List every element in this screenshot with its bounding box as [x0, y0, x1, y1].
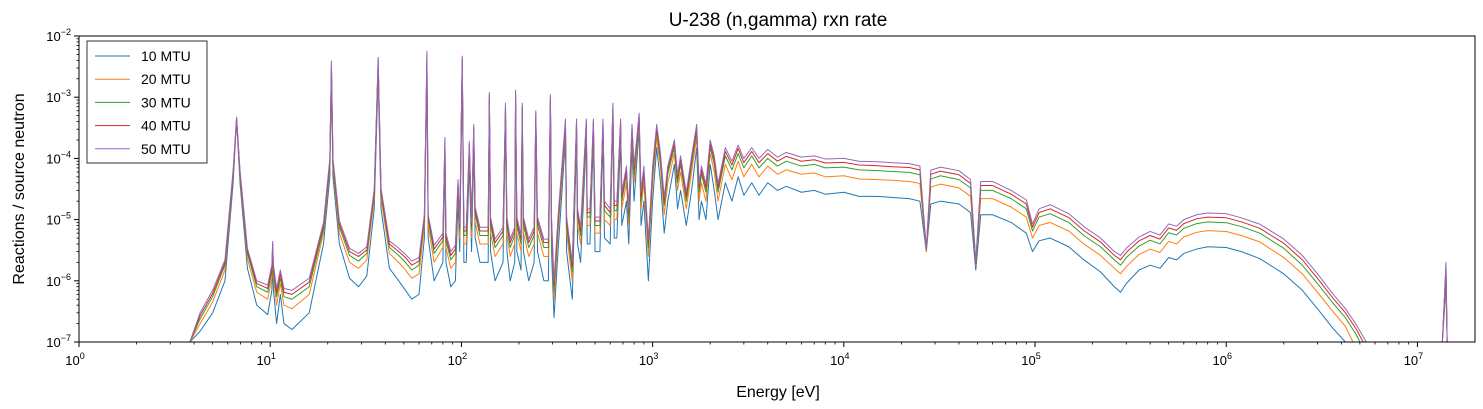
x-tick-label: 106: [1212, 351, 1231, 368]
series-layer: [189, 50, 1448, 342]
x-tick-label: 103: [639, 351, 658, 368]
x-tick-label: 100: [65, 351, 84, 368]
legend: 10 MTU 20 MTU 30 MTU 40 MTU 50 MTU: [86, 40, 208, 164]
series-line: [189, 50, 1448, 342]
x-tick-label: 107: [1404, 351, 1423, 368]
legend-label: 40 MTU: [141, 118, 191, 134]
legend-label: 30 MTU: [141, 94, 191, 110]
y-tick-label: 10−6: [46, 272, 71, 289]
x-tick-label: 104: [830, 351, 849, 368]
plot-frame: [78, 35, 1476, 343]
y-axis-label: Reactions / source neutron: [11, 93, 28, 284]
y-tick-label: 10−3: [46, 88, 71, 105]
x-tick-label: 101: [256, 351, 275, 368]
legend-label: 10 MTU: [141, 48, 191, 64]
y-tick-label: 10−7: [46, 333, 71, 350]
y-tick-label: 10−2: [46, 27, 71, 44]
x-axis: 100 101 102 103 104 105 106 107: [65, 342, 1423, 368]
y-axis: 10−7 10−6 10−5 10−4 10−3 10−2: [46, 27, 79, 350]
x-axis-label: Energy [eV]: [736, 384, 820, 401]
chart-title: U-238 (n,gamma) rxn rate: [669, 10, 888, 31]
x-tick-label: 105: [1021, 351, 1040, 368]
legend-label: 20 MTU: [141, 71, 191, 87]
legend-label: 50 MTU: [141, 141, 191, 157]
y-tick-label: 10−5: [46, 211, 71, 228]
y-tick-label: 10−4: [46, 149, 71, 166]
x-tick-label: 102: [448, 351, 467, 368]
